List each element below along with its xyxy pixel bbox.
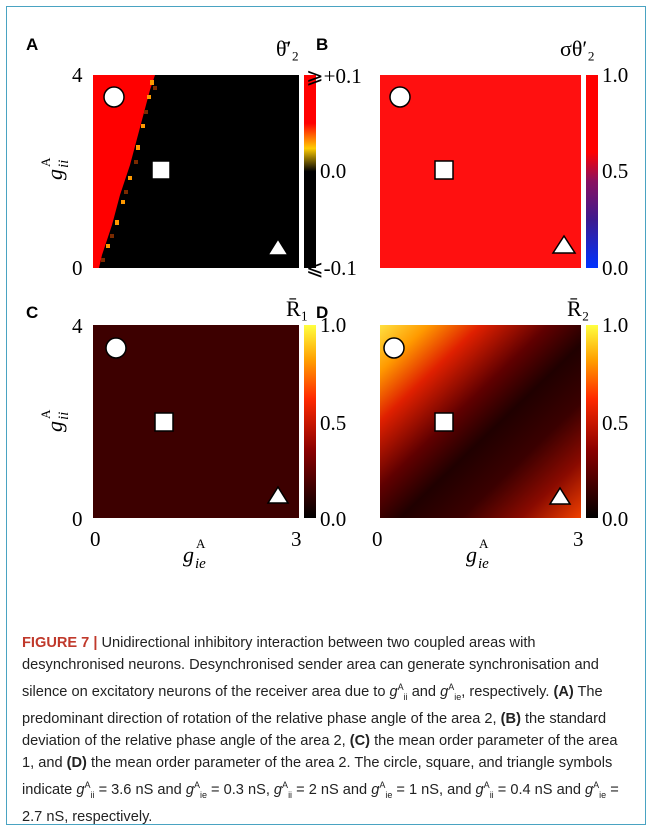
c-xlabel: g ie A	[183, 536, 206, 572]
panel-label-b: B	[316, 35, 328, 54]
cbar-d-bottom: 0.0	[602, 507, 628, 531]
svg-text:A: A	[38, 157, 53, 167]
cbar-c-mid: 0.5	[320, 411, 346, 435]
cbar-c-top: 1.0	[320, 313, 346, 337]
c-xtick-left: 0	[90, 527, 101, 551]
square-marker	[434, 160, 454, 180]
cbar-d-mid: 0.5	[602, 411, 628, 435]
cbar-a-mid: 0.0	[320, 159, 346, 183]
triangle-marker	[266, 237, 290, 256]
d-xtick-left: 0	[372, 527, 383, 551]
svg-text:A: A	[38, 409, 53, 419]
caption-text: the standard deviation of the relative p…	[22, 710, 607, 749]
colorbar-c	[304, 325, 316, 518]
svg-text:ie: ie	[195, 556, 206, 572]
heatmap-d	[380, 325, 581, 518]
cbar-d-title: R̄₂	[567, 296, 589, 321]
square-marker	[154, 412, 174, 432]
heatmap-c	[93, 325, 299, 518]
svg-text:g: g	[183, 542, 194, 567]
d-xlabel: g ie A	[466, 536, 489, 572]
svg-text:A: A	[479, 536, 489, 551]
cbar-c-bottom: 0.0	[320, 507, 346, 531]
svg-text:ii: ii	[56, 412, 72, 420]
cbar-b-title: σθ′₂	[560, 36, 595, 61]
circle-marker	[105, 337, 127, 359]
caption-text: , respectively.	[64, 808, 153, 825]
d-xtick-right: 3	[573, 527, 584, 551]
svg-text:ie: ie	[478, 556, 489, 572]
caption-text: and	[407, 683, 441, 700]
colorbar-a	[304, 75, 316, 268]
triangle-marker	[548, 486, 572, 505]
circle-marker	[103, 86, 125, 108]
svg-text:g: g	[466, 542, 477, 567]
panel-label-c: C	[26, 303, 38, 322]
cbar-b-mid: 0.5	[602, 159, 628, 183]
caption-value: = 1 nS	[396, 781, 440, 798]
caption-lead: FIGURE 7 |	[22, 635, 98, 651]
caption-value: = 3.6 nS	[98, 781, 154, 798]
cbar-a-bottom: ⩽-0.1	[306, 256, 357, 280]
c-ytick-top: 4	[72, 314, 83, 338]
triangle-marker	[266, 485, 290, 504]
caption-value: = 2.7 nS	[22, 781, 619, 825]
figure-caption: FIGURE 7 | Unidirectional inhibitory int…	[22, 635, 619, 825]
c-ytick-bottom: 0	[72, 507, 83, 531]
heatmap-a	[93, 75, 299, 268]
svg-text:g: g	[42, 169, 67, 180]
colorbar-d	[586, 325, 598, 518]
caption-value: = 0.4 nS	[497, 781, 553, 798]
triangle-marker	[551, 234, 577, 254]
svg-text:g: g	[42, 421, 67, 432]
colorbar-b	[586, 75, 598, 268]
caption-text: Unidirectional inhibitory interaction be…	[22, 635, 599, 700]
c-ylabel: g ii A	[38, 409, 72, 432]
caption-part-b: (B)	[500, 710, 521, 727]
cbar-a-title: θ̄′₂	[276, 36, 299, 61]
caption-value: = 0.3 nS	[211, 781, 266, 798]
square-marker	[151, 160, 171, 180]
caption-part-c: (C)	[349, 732, 371, 749]
panel-label-a: A	[26, 35, 38, 54]
caption-value: = 2 nS	[296, 781, 339, 798]
figure-frame	[6, 6, 646, 825]
svg-text:ii: ii	[56, 160, 72, 168]
caption-text: , respectively.	[461, 683, 554, 700]
cbar-d-top: 1.0	[602, 313, 628, 337]
panel-label-d: D	[316, 303, 328, 322]
caption-text: the mean order parameter of the area 1, …	[22, 732, 618, 771]
caption-text: The predominant direction of rotation of…	[22, 683, 603, 727]
a-ytick-top: 4	[72, 63, 83, 87]
c-xtick-right: 3	[291, 527, 302, 551]
heatmap-b	[380, 75, 581, 268]
circle-marker	[383, 337, 405, 359]
cbar-b-top: 1.0	[602, 63, 628, 87]
caption-part-a: (A)	[553, 683, 574, 700]
cbar-b-bottom: 0.0	[602, 256, 628, 280]
caption-text: the mean order parameter of the area 2. …	[22, 754, 613, 798]
a-ylabel: g ii A	[38, 157, 72, 180]
cbar-c-title: R̄₁	[286, 296, 308, 321]
cbar-a-top: ⩾+0.1	[306, 64, 362, 88]
svg-text:A: A	[196, 536, 206, 551]
figure-panels: A B C D ⩾+0.1 0.0 ⩽-0.1 θ̄′₂ 4 0 g ii A	[26, 35, 628, 572]
square-marker	[434, 412, 454, 432]
caption-part-d: (D)	[66, 754, 87, 771]
a-ytick-bottom: 0	[72, 256, 83, 280]
circle-marker	[389, 86, 411, 108]
